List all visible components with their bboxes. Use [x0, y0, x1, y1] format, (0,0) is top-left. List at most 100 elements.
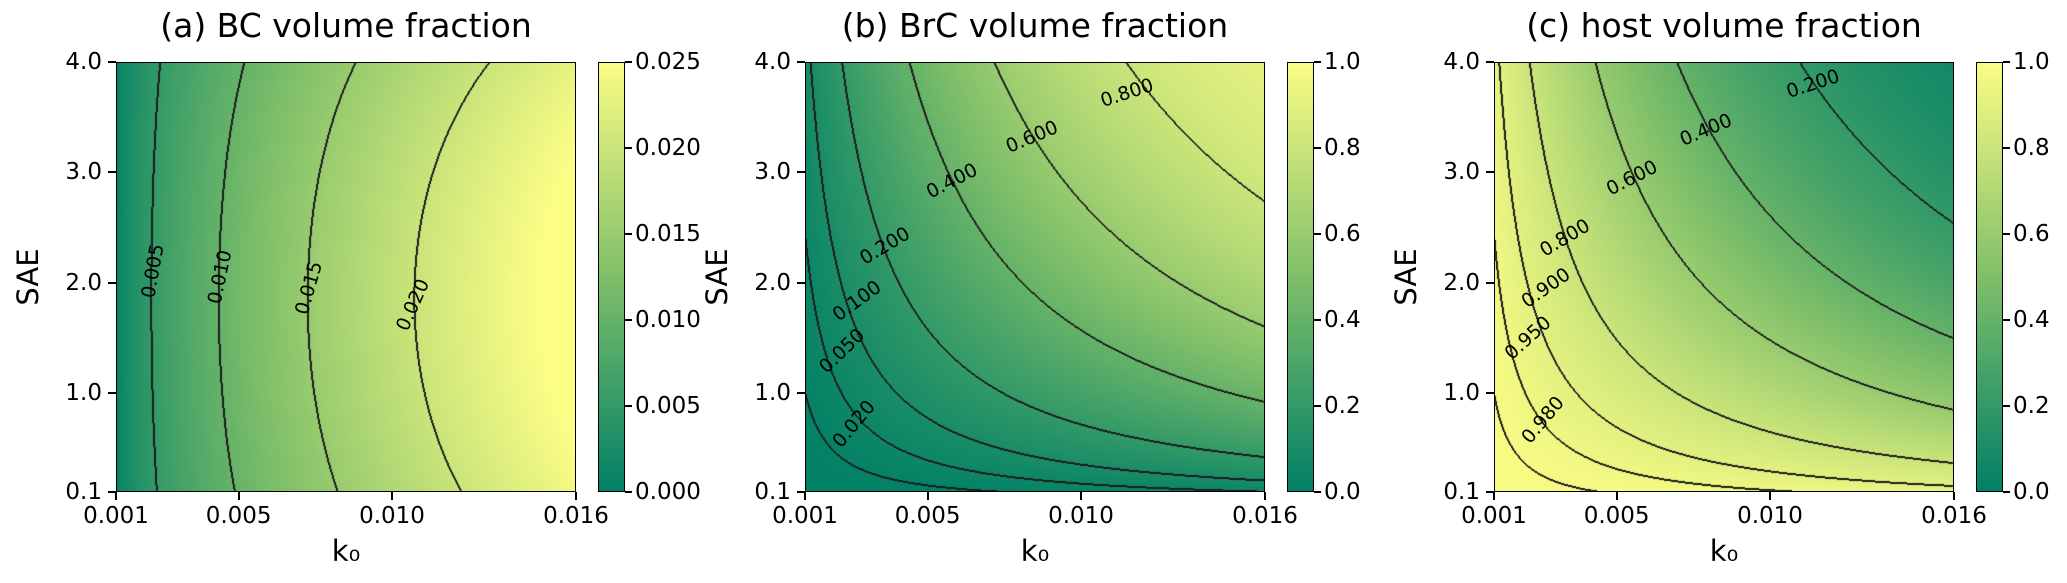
x-tick-label: 0.016: [1921, 503, 1987, 529]
x-tick-mark: [1615, 492, 1618, 500]
y-tick-mark: [1486, 171, 1494, 174]
colorbar-tick-mark: [1314, 233, 1321, 235]
colorbar-tick-mark: [1314, 319, 1321, 321]
colorbar-tick-mark: [2003, 405, 2010, 407]
x-tick-mark: [237, 492, 240, 500]
x-tick-mark: [804, 492, 806, 500]
y-tick-label: 2.0: [65, 269, 102, 296]
colorbar-tick-label: 0.020: [635, 135, 701, 161]
colorbar-tick-mark: [1314, 61, 1321, 63]
colorbar-tick-label: 0.0: [2013, 479, 2050, 505]
colorbar-tick-label: 0.010: [635, 307, 701, 333]
colorbar-tick-label: 1.0: [1324, 49, 1361, 75]
y-tick-label: 0.1: [1443, 479, 1480, 505]
y-tick-mark: [797, 171, 805, 174]
colorbar-tick-label: 1.0: [2013, 49, 2050, 75]
x-tick-mark: [1769, 492, 1771, 500]
x-tick-label: 0.001: [83, 503, 149, 529]
colorbar-tick-label: 0.8: [1324, 135, 1361, 161]
y-tick-mark: [108, 281, 116, 284]
colorbar-tick-mark: [2003, 319, 2010, 321]
y-tick-label: 4.0: [1443, 49, 1480, 75]
panel-title: (a) BC volume fraction: [160, 6, 532, 45]
x-tick-label: 0.010: [1737, 503, 1803, 529]
colorbar-tick-label: 0.015: [635, 221, 701, 247]
y-tick-label: 2.0: [754, 269, 791, 296]
colorbar-tick-label: 0.8: [2013, 135, 2050, 161]
x-tick-label: 0.005: [1583, 503, 1650, 529]
x-tick-mark: [1264, 492, 1266, 500]
contour-plot-canvas: [805, 62, 1265, 492]
colorbar-tick-mark: [625, 491, 632, 493]
y-tick-label: 1.0: [1443, 379, 1480, 406]
y-tick-mark: [797, 61, 805, 63]
colorbar-tick-mark: [625, 147, 632, 149]
x-tick-label: 0.005: [205, 503, 272, 529]
y-tick-mark: [108, 491, 116, 493]
x-tick-mark: [115, 492, 117, 500]
colorbar-tick-label: 0.6: [2013, 221, 2050, 247]
y-tick-mark: [797, 491, 805, 493]
x-tick-label: 0.010: [1048, 503, 1114, 529]
colorbar-tick-label: 0.2: [1324, 393, 1361, 419]
y-tick-label: 0.1: [65, 479, 102, 505]
y-tick-mark: [108, 61, 116, 63]
y-tick-mark: [108, 391, 116, 394]
x-tick-label: 0.016: [1232, 503, 1298, 529]
contour-plot-canvas: [1494, 62, 1954, 492]
colorbar-tick-mark: [2003, 61, 2010, 63]
x-axis-label: k₀: [1709, 534, 1739, 568]
x-tick-mark: [575, 492, 577, 500]
y-tick-label: 3.0: [65, 159, 102, 186]
y-tick-mark: [1486, 61, 1494, 63]
y-tick-mark: [1486, 391, 1494, 394]
x-axis-label: k₀: [1020, 534, 1050, 568]
colorbar-tick-mark: [625, 233, 632, 235]
y-tick-mark: [797, 391, 805, 394]
colorbar-tick-mark: [2003, 147, 2010, 149]
y-tick-label: 3.0: [1443, 159, 1480, 186]
y-tick-label: 2.0: [1443, 269, 1480, 296]
colorbar-gradient: [598, 62, 625, 492]
y-tick-label: 1.0: [754, 379, 791, 406]
colorbar-tick-mark: [1314, 491, 1321, 493]
colorbar-tick-label: 0.000: [635, 479, 701, 505]
y-tick-label: 4.0: [65, 49, 102, 75]
x-tick-label: 0.001: [772, 503, 838, 529]
y-tick-mark: [797, 281, 805, 284]
colorbar-tick-label: 0.005: [635, 393, 701, 419]
y-tick-mark: [108, 171, 116, 174]
panel-c: (c) host volume fraction SAE k₀ 0.001 0.0…: [1378, 0, 2067, 583]
x-tick-label: 0.001: [1461, 503, 1527, 529]
x-axis-label: k₀: [331, 534, 361, 568]
colorbar-tick-mark: [625, 61, 632, 63]
y-tick-mark: [1486, 491, 1494, 493]
colorbar-tick-label: 0.4: [1324, 307, 1361, 333]
contour-plot-canvas: [116, 62, 576, 492]
x-tick-mark: [391, 492, 393, 500]
colorbar-tick-label: 0.4: [2013, 307, 2050, 333]
panel-b: (b) BrC volume fraction SAE k₀ 0.001 0.00…: [689, 0, 1378, 583]
colorbar-tick-mark: [2003, 233, 2010, 235]
panel-title: (b) BrC volume fraction: [841, 6, 1229, 45]
y-tick-label: 1.0: [65, 379, 102, 406]
x-tick-mark: [1953, 492, 1955, 500]
colorbar-tick-mark: [1314, 147, 1321, 149]
colorbar-gradient: [1287, 62, 1314, 492]
x-tick-mark: [1493, 492, 1495, 500]
panel-title: (c) host volume fraction: [1526, 6, 1922, 45]
panel-a: (a) BC volume fraction SAE k₀ 0.001 0.005…: [0, 0, 701, 583]
x-tick-mark: [926, 492, 929, 500]
colorbar-tick-label: 0.0: [1324, 479, 1361, 505]
y-tick-mark: [1486, 281, 1494, 284]
x-tick-label: 0.010: [359, 503, 425, 529]
colorbar-gradient: [1976, 62, 2003, 492]
y-tick-label: 4.0: [754, 49, 791, 75]
colorbar-tick-label: 0.6: [1324, 221, 1361, 247]
colorbar-tick-mark: [1314, 405, 1321, 407]
colorbar-tick-mark: [625, 319, 632, 321]
x-tick-label: 0.016: [543, 503, 609, 529]
y-tick-label: 0.1: [754, 479, 791, 505]
colorbar-tick-mark: [2003, 491, 2010, 493]
